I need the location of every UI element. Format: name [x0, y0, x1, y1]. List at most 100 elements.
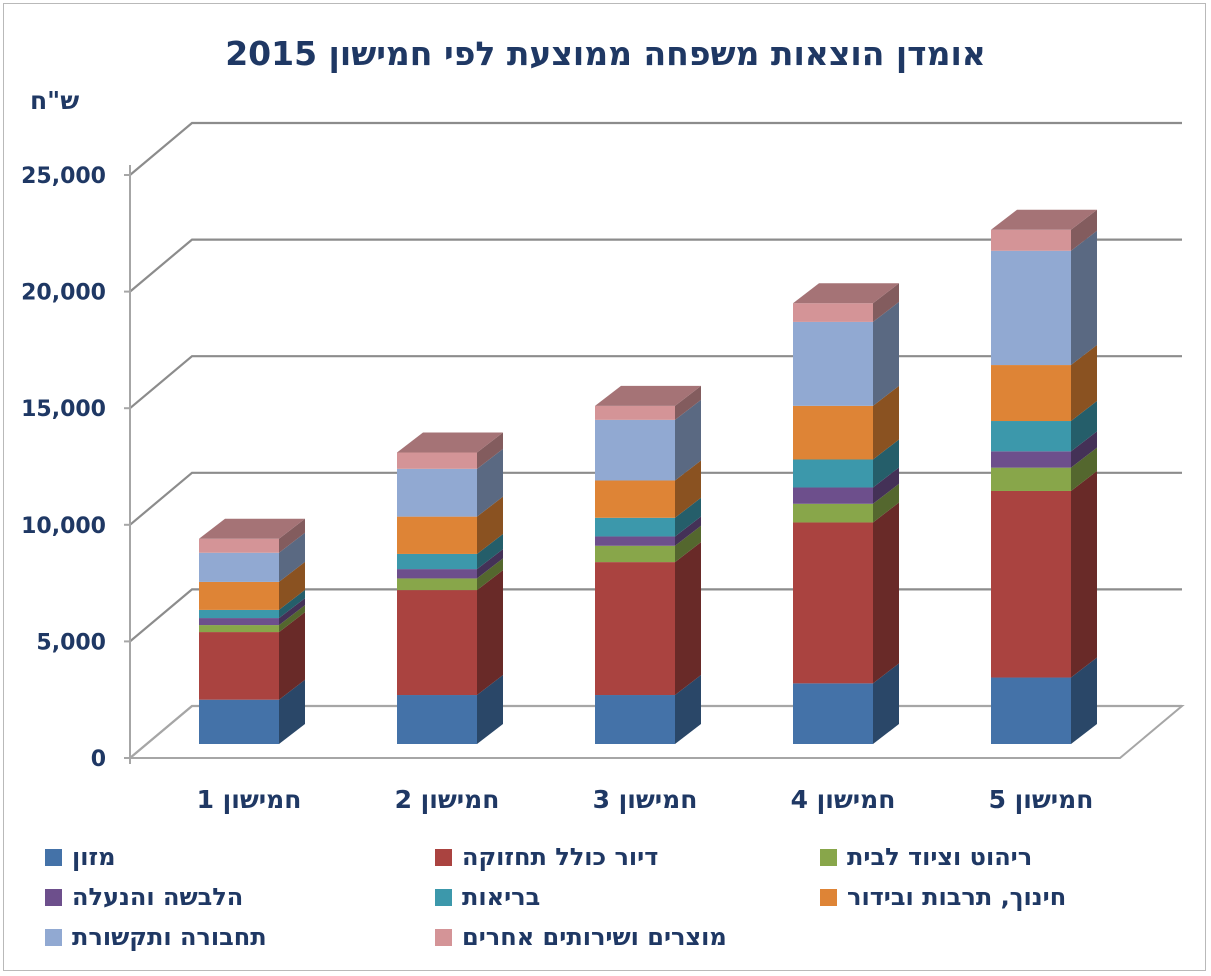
bar-front	[397, 516, 477, 554]
bar-segment	[199, 518, 305, 553]
legend-item: תחבורה ותקשורת	[45, 922, 267, 952]
bar-side	[675, 460, 701, 518]
bar-stack	[199, 518, 305, 744]
bar-front	[793, 321, 873, 406]
bar-front	[397, 590, 477, 696]
bar-front	[793, 522, 873, 684]
bar-segment	[595, 516, 701, 546]
bar-front	[397, 553, 477, 570]
bar-side	[477, 570, 503, 696]
bar-side	[873, 439, 899, 488]
bar-front	[397, 695, 477, 744]
bar-front	[397, 569, 477, 579]
bar-segment	[595, 399, 701, 481]
bar-side	[279, 605, 305, 633]
x-tick-label: חמישון 2	[395, 785, 500, 814]
bar-side	[477, 675, 503, 744]
bar-side	[279, 598, 305, 626]
bar-side	[873, 483, 899, 523]
bar-segment	[199, 589, 305, 619]
bar-side	[675, 542, 701, 696]
legend-label: מוצרים ושירותים אחרים	[462, 923, 727, 951]
legend-label: ריהוט וציוד לבית	[847, 843, 1033, 871]
legend-swatch	[820, 848, 837, 866]
bar-side	[477, 549, 503, 579]
bar-side	[873, 301, 899, 406]
bar-segment	[793, 467, 899, 504]
bar-front	[199, 538, 279, 553]
bar-stack	[397, 432, 503, 744]
bar-side	[675, 675, 701, 744]
bar-segment	[199, 561, 305, 610]
bar-side	[279, 589, 305, 619]
legend-swatch	[435, 928, 452, 946]
bar-front	[793, 405, 873, 460]
bar-front	[595, 419, 675, 481]
bar-front	[595, 480, 675, 518]
bar-side	[1071, 447, 1097, 491]
bar-side	[873, 385, 899, 460]
bar-front	[199, 699, 279, 744]
bar-segment	[991, 345, 1097, 422]
bar-segment	[793, 663, 899, 744]
bar-stack	[793, 283, 899, 744]
bar-side	[675, 516, 701, 546]
bar-side	[477, 496, 503, 554]
y-tick-label: 25,000	[21, 164, 106, 189]
legend-swatch	[45, 848, 62, 866]
bar-segment	[397, 558, 503, 591]
bar-front	[991, 451, 1071, 468]
bar-segment	[793, 483, 899, 523]
bar-front	[595, 405, 675, 420]
bar-front	[595, 545, 675, 563]
legend-swatch	[820, 888, 837, 906]
y-tick-label: 15,000	[21, 397, 106, 422]
legend-label: מזון	[72, 843, 116, 871]
legend-item: מוצרים ושירותים אחרים	[435, 922, 727, 952]
bar-segment	[991, 447, 1097, 491]
bar-side	[675, 525, 701, 563]
x-tick-label: חמישון 1	[197, 785, 302, 814]
x-tick-label: חמישון 5	[989, 785, 1094, 814]
bar-front	[991, 490, 1071, 678]
bar-front	[595, 695, 675, 744]
legend-swatch	[45, 888, 62, 906]
bar-side	[873, 502, 899, 684]
bar-segment	[991, 209, 1097, 251]
bar-front	[595, 562, 675, 696]
legend-swatch	[435, 848, 452, 866]
legend-item: דיור כולל תחזוקה	[435, 842, 658, 872]
legend-label: דיור כולל תחזוקה	[462, 843, 659, 871]
legend-swatch	[45, 928, 62, 946]
y-unit-label: ש"ח	[30, 86, 80, 115]
y-tick-label: 5,000	[36, 630, 106, 655]
bar-side	[279, 612, 305, 700]
bar-segment	[397, 549, 503, 579]
bar-segment	[793, 301, 899, 406]
x-tick-label: חמישון 3	[593, 785, 698, 814]
legend-label: הלבשה והנעלה	[72, 883, 244, 911]
bar-front	[991, 677, 1071, 744]
bar-front	[199, 618, 279, 626]
bar-stack	[595, 385, 701, 744]
bar-segment	[199, 532, 305, 582]
bar-side	[477, 558, 503, 591]
bar-front	[199, 632, 279, 700]
bar-side	[279, 532, 305, 582]
bar-side	[675, 497, 701, 537]
bar-segment	[793, 283, 899, 322]
bar-segment	[397, 533, 503, 570]
bar-front	[991, 365, 1071, 422]
chart-legend: מזון דיור כולל תחזוקה ריהוט וציוד לבית הלבש…	[30, 838, 1180, 958]
bar-segment	[595, 675, 701, 744]
bar-segment	[793, 502, 899, 684]
bar-top	[793, 283, 899, 304]
bar-segment	[991, 657, 1097, 744]
bar-side	[1071, 209, 1097, 251]
bar-front	[397, 468, 477, 517]
bar-side	[1071, 230, 1097, 366]
bar-top	[595, 385, 701, 406]
bar-side	[1071, 657, 1097, 744]
bar-segment	[793, 385, 899, 460]
bar-side	[477, 432, 503, 469]
